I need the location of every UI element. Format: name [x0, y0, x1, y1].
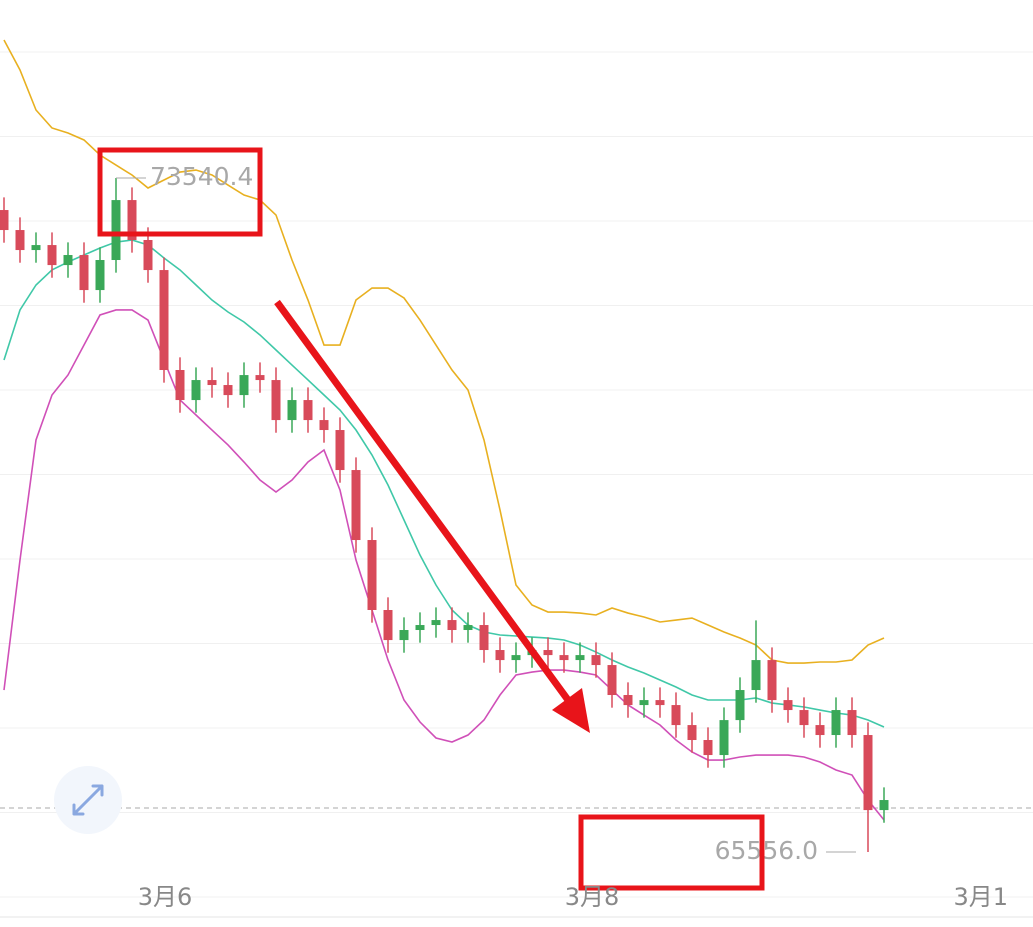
- annotation-label: 73540.4: [150, 162, 253, 191]
- trend-arrow-head: [552, 688, 590, 733]
- candle-body: [815, 725, 825, 736]
- candle-body: [319, 420, 329, 431]
- candle-body: [511, 655, 521, 661]
- candle-body: [799, 710, 809, 726]
- candle-body: [431, 620, 441, 626]
- candle-body: [607, 665, 617, 696]
- candle-body: [575, 655, 585, 661]
- candle-body: [783, 700, 793, 711]
- candle-body: [79, 255, 89, 291]
- candle-body: [719, 720, 729, 756]
- candle-body: [31, 245, 41, 251]
- candle-body: [335, 430, 345, 471]
- candle-body: [95, 260, 105, 291]
- candle-body: [383, 610, 393, 641]
- candle-body: [559, 655, 569, 661]
- candle-body: [639, 700, 649, 706]
- candle-body: [47, 245, 57, 266]
- candle-body: [191, 380, 201, 401]
- candle-body: [271, 380, 281, 421]
- candle-body: [127, 200, 137, 241]
- candle-body: [143, 240, 153, 271]
- candle-body: [287, 400, 297, 421]
- band-line: [3, 309, 885, 821]
- candle-body: [863, 735, 873, 811]
- highlight-box: [578, 814, 765, 891]
- candle-body: [223, 385, 233, 396]
- candle-body: [175, 370, 185, 401]
- candle-body: [655, 700, 665, 706]
- candle-body: [847, 710, 857, 736]
- candle-body: [463, 625, 473, 631]
- candle-body: [415, 625, 425, 631]
- candle-body: [671, 705, 681, 726]
- candle-body: [399, 630, 409, 641]
- candle-body: [15, 230, 25, 251]
- band-line: [3, 39, 885, 664]
- trend-arrow: [274, 299, 571, 703]
- candle-body: [831, 710, 841, 736]
- candle-body: [735, 690, 745, 721]
- candle-body: [351, 470, 361, 541]
- annotation-label: 65556.0: [715, 836, 818, 865]
- x-tick-label: 3月6: [138, 883, 193, 911]
- candle-body: [495, 650, 505, 661]
- x-tick-label: 3月1: [953, 883, 1008, 911]
- candle-body: [255, 375, 265, 381]
- plot: 73540.4 65556.0: [0, 39, 889, 865]
- x-tick-label: 3月8: [565, 883, 620, 911]
- candle-body: [239, 375, 249, 396]
- candle-body: [63, 255, 73, 266]
- candle-body: [111, 200, 121, 261]
- candle-body: [767, 660, 777, 701]
- candle-body: [0, 210, 9, 231]
- grid: [0, 51, 1033, 898]
- candle-body: [207, 380, 217, 386]
- candle-body: [447, 620, 457, 631]
- expand-icon: [72, 784, 104, 816]
- candle-body: [367, 540, 377, 611]
- candle-body: [879, 800, 889, 811]
- candle-body: [687, 725, 697, 741]
- candle-body: [623, 695, 633, 706]
- candle-body: [479, 625, 489, 651]
- candle-body: [591, 655, 601, 666]
- candle-body: [159, 270, 169, 371]
- candle-body: [703, 740, 713, 756]
- highlight-box: [97, 147, 263, 237]
- candle-body: [303, 400, 313, 421]
- candle-body: [751, 660, 761, 691]
- candle-body: [543, 650, 553, 656]
